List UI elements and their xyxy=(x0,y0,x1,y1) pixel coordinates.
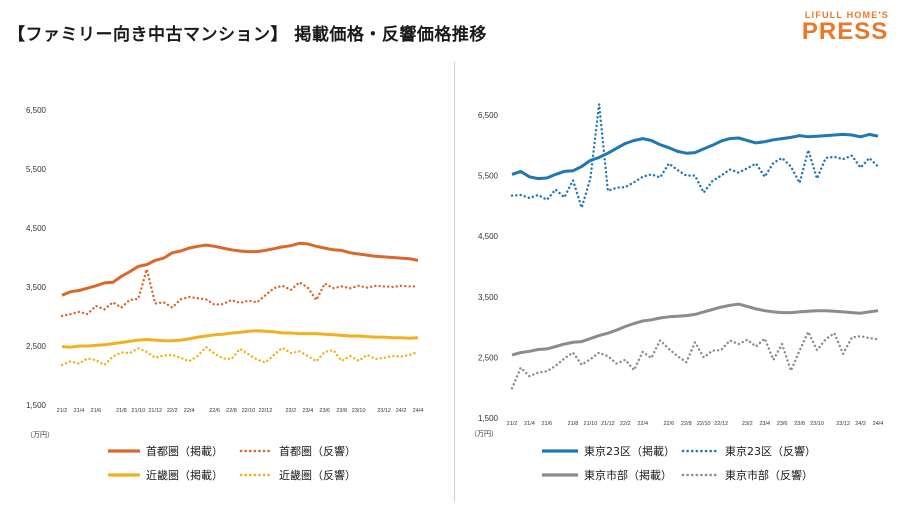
unit-label: （万円） xyxy=(26,431,54,439)
y-tick-label: 6,500 xyxy=(478,111,499,120)
y-tick-label: 6,500 xyxy=(26,106,47,115)
brand-logo: LIFULL HOME'S PRESS xyxy=(802,10,889,44)
x-tick-label: 22/4 xyxy=(637,421,648,427)
x-tick-label: 24/2 xyxy=(396,408,407,414)
y-tick-label: 2,500 xyxy=(478,353,499,362)
x-tick-label: 22/12 xyxy=(259,408,273,414)
x-tick-label: 24/4 xyxy=(413,408,424,414)
x-tick-label: 22/8 xyxy=(226,408,237,414)
x-tick-label: 23/10 xyxy=(352,408,366,414)
y-tick-label: 2,500 xyxy=(26,342,47,351)
series-line xyxy=(61,329,419,349)
x-tick-label: 22/6 xyxy=(663,421,674,427)
x-tick-label: 24/4 xyxy=(873,421,884,427)
legend-label: 近畿圏（反響） xyxy=(279,468,356,482)
x-tick-label: 23/4 xyxy=(302,408,313,414)
x-tick-label: 23/2 xyxy=(742,421,753,427)
x-tick-label: 22/2 xyxy=(620,421,631,427)
y-tick-label: 4,500 xyxy=(478,232,499,241)
y-tick-label: 4,500 xyxy=(26,224,47,233)
y-tick-label: 5,500 xyxy=(478,172,499,181)
legend-label: 近畿圏（掲載） xyxy=(146,468,223,482)
legend-label: 首都圏（反響） xyxy=(279,444,356,458)
legend-label: 首都圏（掲載） xyxy=(146,444,223,458)
y-tick-label: 3,500 xyxy=(26,283,47,292)
x-tick-label: 21/2 xyxy=(57,408,68,414)
x-tick-label: 22/4 xyxy=(184,408,195,414)
x-tick-label: 23/8 xyxy=(794,421,805,427)
x-tick-label: 23/8 xyxy=(336,408,347,414)
series-line xyxy=(511,302,879,357)
legend-label: 東京23区（掲載） xyxy=(584,444,675,458)
x-tick-label: 23/6 xyxy=(319,408,330,414)
brand-logo-main: PRESS xyxy=(801,18,889,45)
series-line xyxy=(511,132,879,181)
x-tick-label: 21/6 xyxy=(541,421,552,427)
series-line xyxy=(510,102,880,209)
legend-label: 東京市部（反響） xyxy=(725,468,813,482)
series-line xyxy=(61,241,419,297)
x-tick-label: 22/6 xyxy=(209,408,220,414)
brand-logo-top: LIFULL HOME'S xyxy=(804,10,889,20)
series-line xyxy=(510,330,880,390)
x-tick-label: 22/8 xyxy=(681,421,692,427)
x-tick-label: 21/4 xyxy=(524,421,535,427)
x-tick-label: 21/12 xyxy=(148,408,162,414)
y-tick-label: 3,500 xyxy=(478,293,499,302)
x-tick-label: 22/2 xyxy=(167,408,178,414)
y-tick-label: 1,500 xyxy=(478,414,499,423)
x-tick-label: 22/12 xyxy=(714,421,728,427)
x-tick-label: 21/8 xyxy=(568,421,579,427)
x-tick-label: 21/10 xyxy=(584,421,598,427)
x-tick-label: 21/2 xyxy=(507,421,518,427)
x-tick-label: 23/6 xyxy=(777,421,788,427)
x-tick-label: 23/12 xyxy=(377,408,391,414)
unit-label: （万円） xyxy=(470,430,498,438)
series-line xyxy=(60,346,420,367)
series-line xyxy=(60,268,420,318)
x-tick-label: 21/10 xyxy=(131,408,145,414)
x-tick-label: 23/10 xyxy=(810,421,824,427)
y-tick-label: 1,500 xyxy=(26,401,47,410)
panel-divider xyxy=(454,62,455,502)
page-title: 【ファミリー向き中古マンション】 掲載価格・反響価格推移 xyxy=(8,25,487,45)
x-tick-label: 21/8 xyxy=(116,408,127,414)
x-tick-label: 23/4 xyxy=(759,421,770,427)
legend-label: 東京市部（掲載） xyxy=(584,468,672,482)
x-tick-label: 23/12 xyxy=(836,421,850,427)
x-tick-label: 24/2 xyxy=(855,421,866,427)
x-tick-label: 22/10 xyxy=(242,408,256,414)
legend-label: 東京23区（反響） xyxy=(725,444,816,458)
x-tick-label: 21/12 xyxy=(601,421,615,427)
x-tick-label: 21/6 xyxy=(91,408,102,414)
x-tick-label: 21/4 xyxy=(74,408,85,414)
x-tick-label: 22/10 xyxy=(697,421,711,427)
y-tick-label: 5,500 xyxy=(26,165,47,174)
x-tick-label: 23/2 xyxy=(285,408,296,414)
